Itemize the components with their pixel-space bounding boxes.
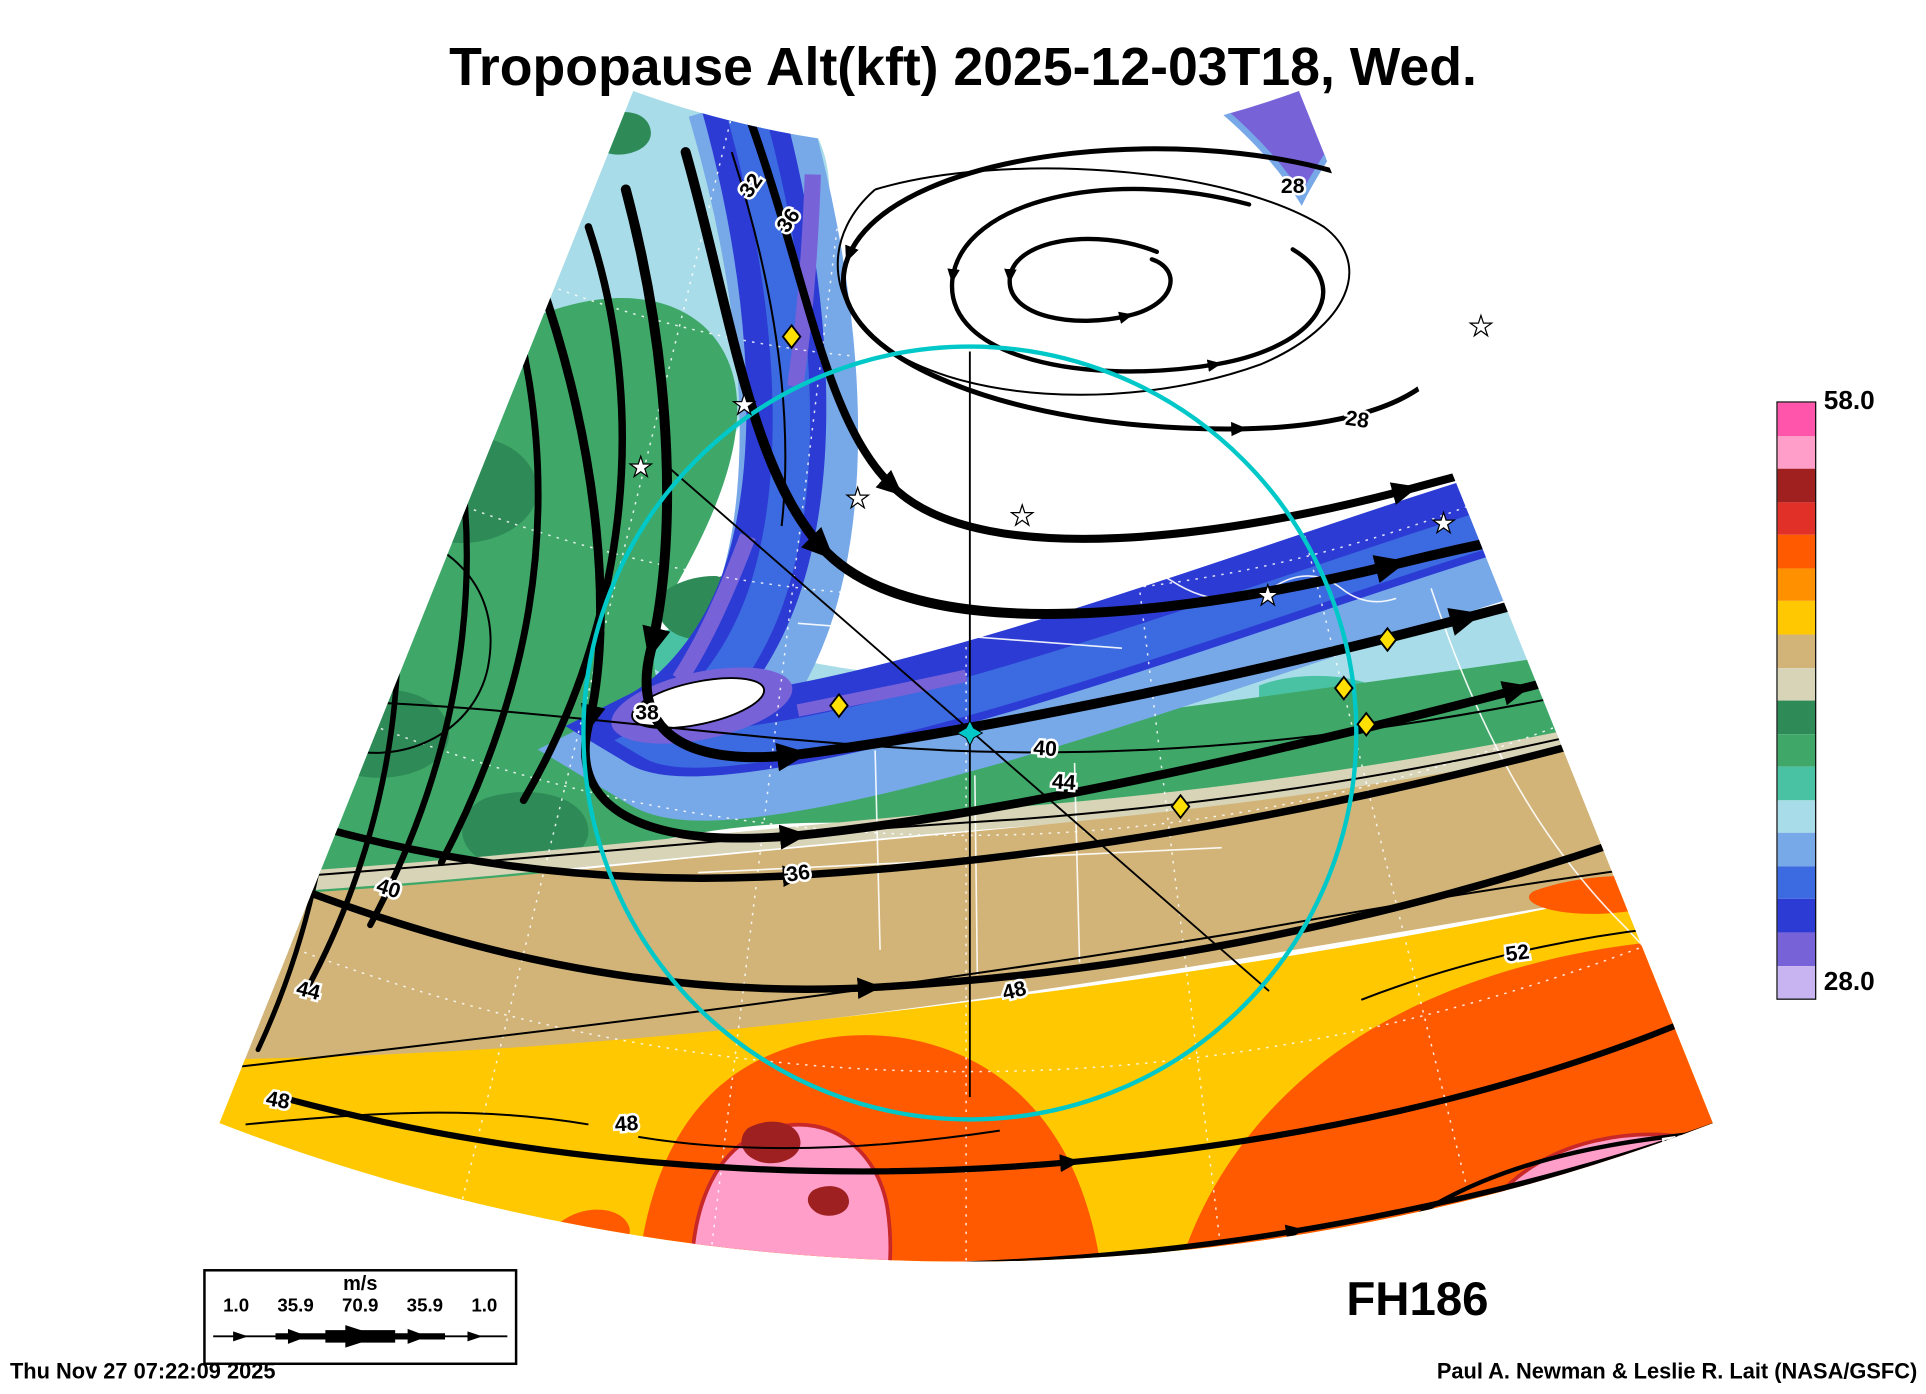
map-region-darkgreen-patch	[462, 791, 589, 868]
wind-speed-value: 1.0	[223, 1295, 250, 1317]
wind-legend-values: 1.0 35.9 70.9 35.9 1.0	[206, 1295, 515, 1316]
state-borders	[698, 622, 1222, 975]
arrowhead-medium-left	[287, 1328, 308, 1344]
streamline	[286, 996, 1713, 1175]
graticule-meridian	[711, 142, 849, 1246]
streamline	[229, 696, 1713, 887]
arrowhead-small-left	[233, 1331, 249, 1342]
contour-labels: 32 36 28 28 38 40 44 36 40 44 48 48 48 5…	[262, 167, 1692, 1162]
streamline	[1466, 144, 1713, 250]
contour-label: 40	[1033, 737, 1058, 762]
contour-label: 44	[1051, 770, 1076, 795]
contour-label: 36	[785, 861, 812, 887]
contour-label: 28	[1281, 175, 1305, 198]
wind-speed-value: 35.9	[406, 1295, 444, 1317]
colorbar-gradient	[1777, 402, 1816, 999]
contour-line	[730, 151, 787, 527]
wind-speed-legend: m/s 1.0 35.9 70.9 35.9 1.0	[203, 1269, 518, 1366]
wind-speed-value: 70.9	[342, 1295, 379, 1317]
wind-legend-arrow-scale	[213, 1325, 508, 1348]
contour-line	[638, 1129, 1000, 1150]
map-region-maroon-patch	[741, 1121, 801, 1164]
graticule-arc	[287, 945, 1645, 1073]
star-marker	[1469, 314, 1493, 337]
contour-label: 38	[635, 701, 659, 724]
graticule-meridian	[461, 120, 732, 1200]
contour-label: 48	[614, 1112, 639, 1137]
range-ring	[581, 344, 1359, 1122]
contour-label: 48	[264, 1087, 291, 1114]
colorbar-max-label: 58.0	[1823, 386, 1875, 416]
forecast-hour-label: FH186	[1346, 1274, 1489, 1327]
contour-line	[224, 855, 1713, 1070]
arrowhead-medium-right	[407, 1328, 428, 1344]
streamline	[260, 796, 1713, 1000]
streamline	[437, 329, 542, 867]
footer-credit: Paul A. Newman & Leslie R. Lait (NASA/GS…	[1436, 1358, 1918, 1384]
contour-label: 28	[1344, 407, 1371, 433]
streamline	[519, 223, 626, 805]
map-region-maroon-patch	[1614, 1177, 1680, 1219]
wind-legend-units: m/s	[343, 1274, 378, 1296]
colorbar-min-label: 28.0	[1823, 967, 1875, 997]
range-ring-center-marker	[956, 719, 984, 747]
arrowhead-large	[345, 1325, 381, 1348]
map-region-maroon-patch	[807, 1186, 849, 1216]
contour-label: 52	[1504, 940, 1531, 966]
streamline	[841, 146, 1450, 437]
wind-speed-value: 1.0	[471, 1295, 498, 1317]
colorbar	[1776, 401, 1817, 1000]
wind-speed-value: 35.9	[277, 1295, 314, 1317]
overlay-markers	[581, 314, 1493, 1122]
arrowhead-small-right	[467, 1331, 483, 1342]
page-title: Tropopause Alt(kft) 2025-12-03T18, Wed.	[449, 37, 1477, 98]
contour-label: 56	[1662, 1134, 1689, 1160]
map-region-purple-streak	[787, 174, 821, 388]
contour-line	[245, 1111, 589, 1126]
footer-timestamp: Thu Nov 27 07:22:09 2025	[9, 1358, 276, 1384]
